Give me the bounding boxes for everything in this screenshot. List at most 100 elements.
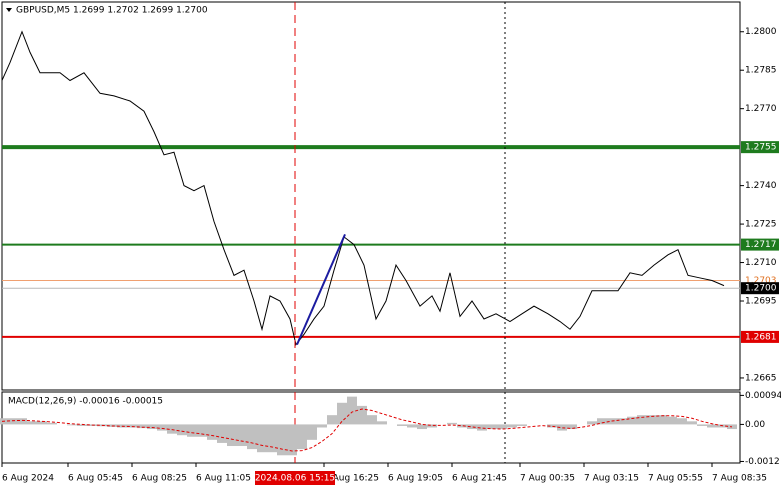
- macd-bar: [187, 424, 197, 437]
- macd-bar: [157, 424, 167, 431]
- x-tick-label: 6 Aug 05:45: [68, 474, 123, 484]
- macd-bar: [347, 396, 357, 425]
- macd-bar: [287, 424, 297, 456]
- macd-bar: [17, 418, 27, 425]
- macd-bar: [207, 424, 217, 440]
- macd-bar: [467, 424, 477, 430]
- level-label-box: [741, 282, 779, 295]
- x-tick-label: 6 Aug 08:25: [132, 474, 187, 484]
- macd-bar: [707, 424, 717, 428]
- y-tick-label: -0.0012: [745, 457, 780, 467]
- macd-bar: [177, 424, 187, 436]
- level-label: 1.2703: [745, 276, 777, 286]
- macd-bar: [47, 422, 57, 425]
- macd-title: MACD(12,26,9) -0.00016 -0.00015: [8, 397, 163, 407]
- macd-bar: [627, 416, 637, 425]
- crosshair-label-box: [255, 471, 335, 485]
- macd-bar: [397, 424, 407, 426]
- macd-bar: [327, 415, 337, 425]
- level-label-box: [741, 141, 779, 154]
- macd-bar: [417, 424, 427, 430]
- macd-bar: [497, 424, 507, 430]
- macd-bar: [267, 424, 277, 453]
- y-tick-label: 1.2800: [745, 27, 777, 37]
- macd-bar: [367, 415, 377, 425]
- macd-bar: [357, 405, 367, 425]
- x-tick-label: 7 Aug 05:55: [648, 474, 703, 484]
- macd-bar: [27, 421, 37, 425]
- macd-bar: [427, 424, 437, 428]
- price-title: GBPUSD,M5 1.2699 1.2702 1.2699 1.2700: [16, 6, 208, 16]
- macd-bar: [617, 418, 627, 425]
- macd-bar: [477, 424, 487, 431]
- level-label: 1.2717: [745, 240, 777, 250]
- y-tick-label: 1.2770: [745, 104, 777, 114]
- level-label: 1.2681: [745, 332, 777, 342]
- macd-bar: [597, 418, 607, 425]
- macd-bar: [677, 418, 687, 425]
- macd-bar: [307, 424, 317, 440]
- macd-bar: [407, 424, 417, 428]
- y-tick-label: 1.2710: [745, 258, 777, 268]
- macd-bar: [147, 424, 157, 430]
- macd-bar: [297, 424, 307, 450]
- macd-bar: [137, 424, 147, 429]
- macd-bar: [127, 424, 137, 428]
- macd-bar: [567, 424, 577, 430]
- price-panel: [1, 1, 741, 391]
- x-tick-label: 6 Aug 2024: [2, 474, 54, 484]
- macd-bar: [197, 424, 207, 437]
- macd-bar: [227, 424, 237, 447]
- y-tick-label: 1.2695: [745, 297, 777, 307]
- level-label: 1.2700: [745, 284, 777, 294]
- y-tick-label: 1.2785: [745, 66, 777, 76]
- macd-bar: [587, 421, 597, 425]
- y-tick-label: 0.00: [745, 420, 765, 430]
- macd-bar: [697, 424, 707, 426]
- macd-bar: [647, 415, 657, 425]
- trend-line: [296, 233, 346, 346]
- macd-bar: [557, 424, 567, 431]
- level-label: 1.2755: [745, 143, 777, 153]
- macd-bar: [447, 422, 457, 425]
- macd-bar: [547, 424, 557, 428]
- x-tick-label: 6 Aug 11:05: [196, 474, 251, 484]
- x-tick-label: 6 Aug 19:05: [388, 474, 443, 484]
- macd-panel: [1, 391, 741, 464]
- macd-bar: [37, 421, 47, 425]
- crosshair-label: 2024.08.06 15:15: [255, 474, 335, 484]
- macd-bar: [487, 424, 497, 430]
- macd-bar: [517, 424, 527, 426]
- macd-bar: [667, 416, 677, 425]
- macd-bar: [687, 421, 697, 425]
- macd-bar: [237, 424, 247, 447]
- macd-bar: [247, 424, 257, 450]
- x-tick-label: 7 Aug 00:35: [520, 474, 575, 484]
- x-tick-label: 7 Aug 03:15: [584, 474, 639, 484]
- macd-bar: [377, 421, 387, 425]
- x-tick-label: 6 Aug 16:25: [324, 474, 379, 484]
- macd-bar: [257, 424, 267, 453]
- x-tick-label: 7 Aug 08:35: [712, 474, 767, 484]
- macd-bar: [167, 424, 177, 434]
- y-tick-label: 1.2725: [745, 220, 777, 230]
- level-label-box: [741, 238, 779, 251]
- macd-bar: [77, 424, 87, 426]
- macd-bar: [7, 418, 17, 425]
- macd-bar: [507, 424, 517, 428]
- y-tick-label: 1.2740: [745, 181, 777, 191]
- macd-bar: [637, 415, 647, 425]
- macd-bar: [277, 424, 287, 456]
- x-tick-label: 6 Aug 21:45: [452, 474, 507, 484]
- macd-bar: [337, 402, 347, 425]
- y-tick-label: 0.00094: [745, 391, 781, 401]
- macd-bar: [317, 424, 327, 428]
- macd-bar: [657, 415, 667, 425]
- macd-bar: [457, 424, 467, 428]
- macd-bar: [67, 424, 77, 426]
- menu-arrow: [6, 8, 12, 12]
- level-label-box: [741, 330, 779, 343]
- signal-line: [1, 408, 733, 452]
- y-tick-label: 1.2665: [745, 373, 777, 383]
